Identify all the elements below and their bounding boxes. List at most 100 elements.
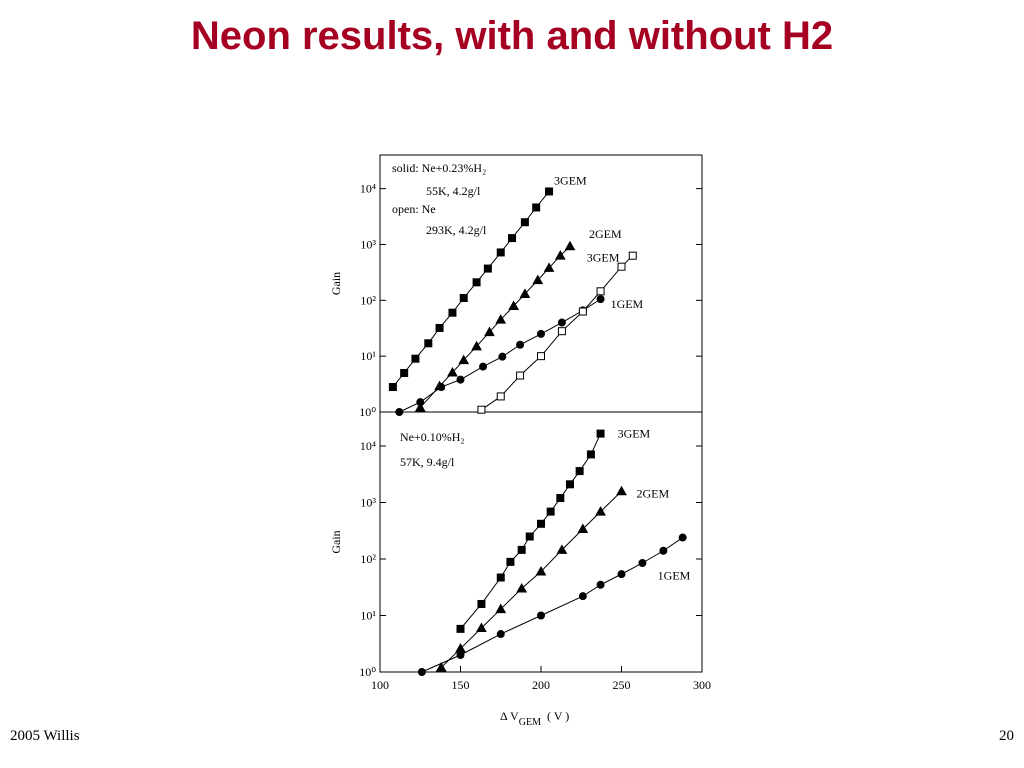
x-axis-label-sub: GEM (519, 717, 541, 728)
marker (543, 262, 555, 272)
series-label: 3GEM (554, 173, 587, 187)
marker (532, 274, 544, 285)
series-label: 2GEM (589, 227, 622, 241)
annotation: solid: Ne+0.23%H₂ (392, 161, 486, 175)
marker (520, 218, 529, 227)
annotation: 55K, 4.2g/l (426, 184, 481, 198)
marker (586, 450, 595, 459)
marker (411, 354, 420, 363)
series-label: 1GEM (658, 569, 691, 583)
annotation: 57K, 9.4g/l (400, 455, 455, 469)
marker (537, 519, 545, 528)
marker (435, 323, 444, 332)
series-label: 1GEM (611, 297, 644, 311)
marker (678, 533, 687, 542)
marker (557, 318, 566, 327)
marker (556, 544, 568, 554)
marker (447, 366, 458, 377)
x-tick-label: 250 (613, 678, 631, 692)
marker (575, 467, 584, 476)
marker (414, 402, 426, 412)
slide-title: Neon results, with and without H2 (190, 14, 834, 58)
series-label: 3GEM (587, 251, 620, 265)
marker (516, 583, 528, 593)
marker (616, 485, 627, 496)
marker (483, 264, 492, 273)
marker (477, 405, 486, 414)
marker (525, 532, 534, 541)
marker (578, 307, 587, 316)
marker (554, 250, 566, 260)
x-tick-label: 200 (532, 678, 550, 692)
x-tick-label: 300 (693, 678, 711, 692)
marker (638, 558, 647, 567)
marker (516, 371, 525, 380)
marker (498, 352, 507, 361)
marker (435, 662, 447, 672)
y-tick-label: 10⁴ (360, 182, 376, 196)
marker (617, 570, 626, 579)
marker (508, 234, 517, 243)
marker (546, 507, 555, 516)
marker (565, 480, 574, 489)
y-tick-label: 10¹ (360, 349, 376, 363)
annotation: 293K, 4.2g/l (426, 223, 487, 237)
marker (537, 329, 545, 338)
marker (516, 340, 525, 349)
marker (628, 251, 637, 260)
marker (519, 288, 531, 298)
y-tick-label: 10⁰ (359, 405, 376, 419)
marker (416, 398, 425, 407)
marker (448, 308, 457, 317)
marker (506, 557, 515, 566)
marker (578, 592, 587, 601)
y-tick-label: 10³ (360, 496, 376, 510)
y-tick-label: 10² (360, 293, 376, 307)
marker (496, 573, 505, 582)
marker (437, 383, 446, 392)
series-line (421, 537, 683, 673)
y-tick-label: 10² (360, 552, 376, 566)
series-line (481, 255, 634, 411)
x-axis-label: Δ VGEM ( V ) (500, 709, 569, 728)
marker (484, 326, 495, 337)
marker (508, 300, 519, 311)
marker (535, 566, 547, 576)
x-tick-label: 100 (371, 678, 389, 692)
marker (577, 523, 589, 533)
marker (496, 248, 505, 257)
marker (537, 352, 545, 361)
marker (556, 494, 565, 503)
marker (395, 408, 404, 416)
page-number: 20 (999, 728, 1014, 744)
series-label: 3GEM (618, 427, 651, 441)
marker (459, 293, 468, 302)
marker (456, 375, 465, 384)
annotation: open: Ne (392, 202, 436, 216)
marker (596, 580, 605, 589)
annotation: Ne+0.10%H₂ (400, 430, 465, 444)
marker (517, 545, 526, 554)
marker (495, 603, 507, 614)
y-tick-label: 10⁰ (359, 665, 376, 679)
footer: 2005 Willis (10, 728, 80, 744)
marker (472, 278, 481, 287)
marker (596, 429, 605, 438)
marker (596, 295, 605, 304)
marker (496, 392, 505, 401)
marker (545, 187, 554, 196)
y-tick-label: 10³ (360, 237, 376, 251)
marker (417, 668, 426, 676)
marker (458, 354, 470, 365)
marker (659, 546, 668, 555)
marker (557, 327, 566, 336)
series-line (440, 490, 622, 668)
x-tick-label: 150 (452, 678, 470, 692)
marker (617, 262, 626, 271)
marker (532, 203, 541, 212)
y-tick-label: 10¹ (360, 609, 376, 623)
marker (471, 340, 482, 351)
x-axis-label-unit: ( V ) (547, 709, 569, 723)
